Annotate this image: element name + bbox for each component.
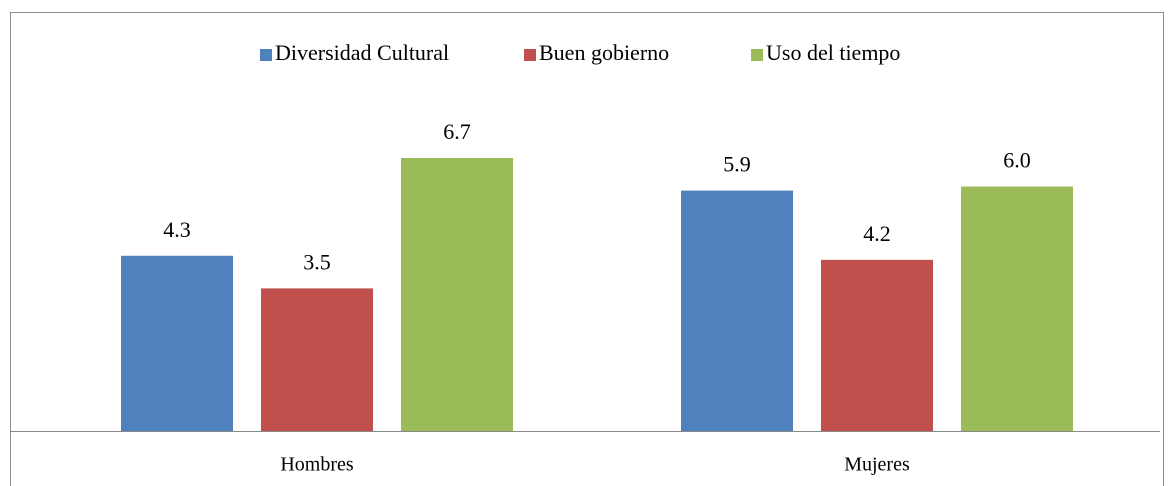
legend-swatch [260,49,272,61]
data-label: 4.2 [863,221,891,246]
legend-label: Uso del tiempo [766,40,900,65]
bar [821,259,933,431]
bar [261,288,373,431]
bar [681,190,793,431]
legend-swatch [524,49,536,61]
bar [121,255,233,431]
legend-swatch [751,49,763,61]
data-label: 3.5 [303,249,331,274]
x-tick-label: Mujeres [844,454,910,476]
chart-frame [10,12,1164,486]
bar [961,186,1073,431]
bar [401,157,513,431]
x-tick-label: Hombres [280,454,354,476]
data-label: 4.3 [163,217,191,242]
data-label: 6.7 [443,119,471,144]
legend-label: Buen gobierno [539,40,669,65]
legend-label: Diversidad Cultural [275,40,449,65]
data-label: 5.9 [723,152,751,177]
data-label: 6.0 [1003,148,1031,173]
